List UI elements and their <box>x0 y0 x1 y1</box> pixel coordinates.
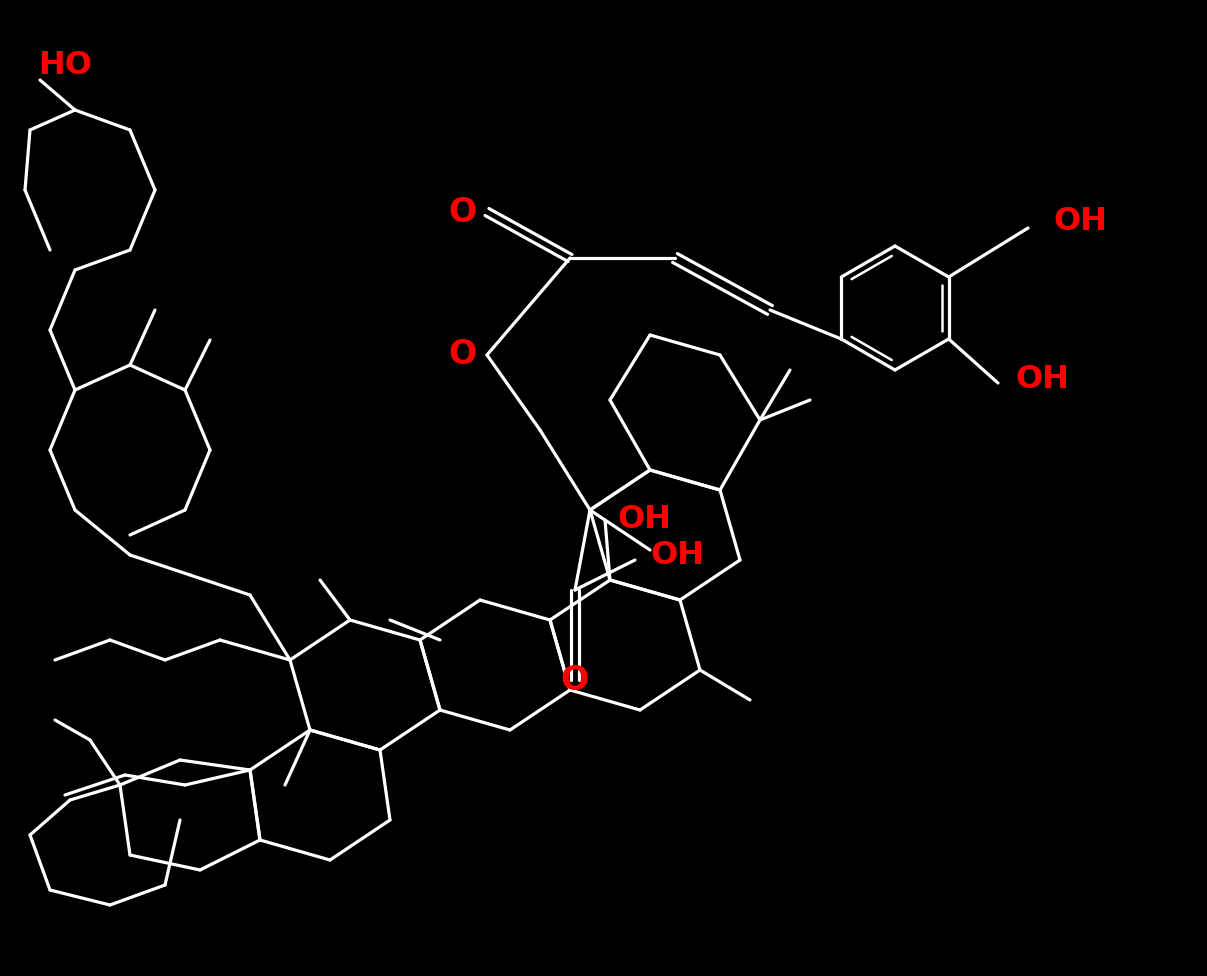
Text: O: O <box>449 339 477 372</box>
Text: O: O <box>561 664 589 697</box>
Text: OH: OH <box>651 540 704 571</box>
Text: OH: OH <box>1053 207 1107 237</box>
Text: HO: HO <box>37 50 92 80</box>
Text: OH: OH <box>617 505 671 536</box>
Text: O: O <box>449 195 477 228</box>
Text: OH: OH <box>1015 364 1069 395</box>
